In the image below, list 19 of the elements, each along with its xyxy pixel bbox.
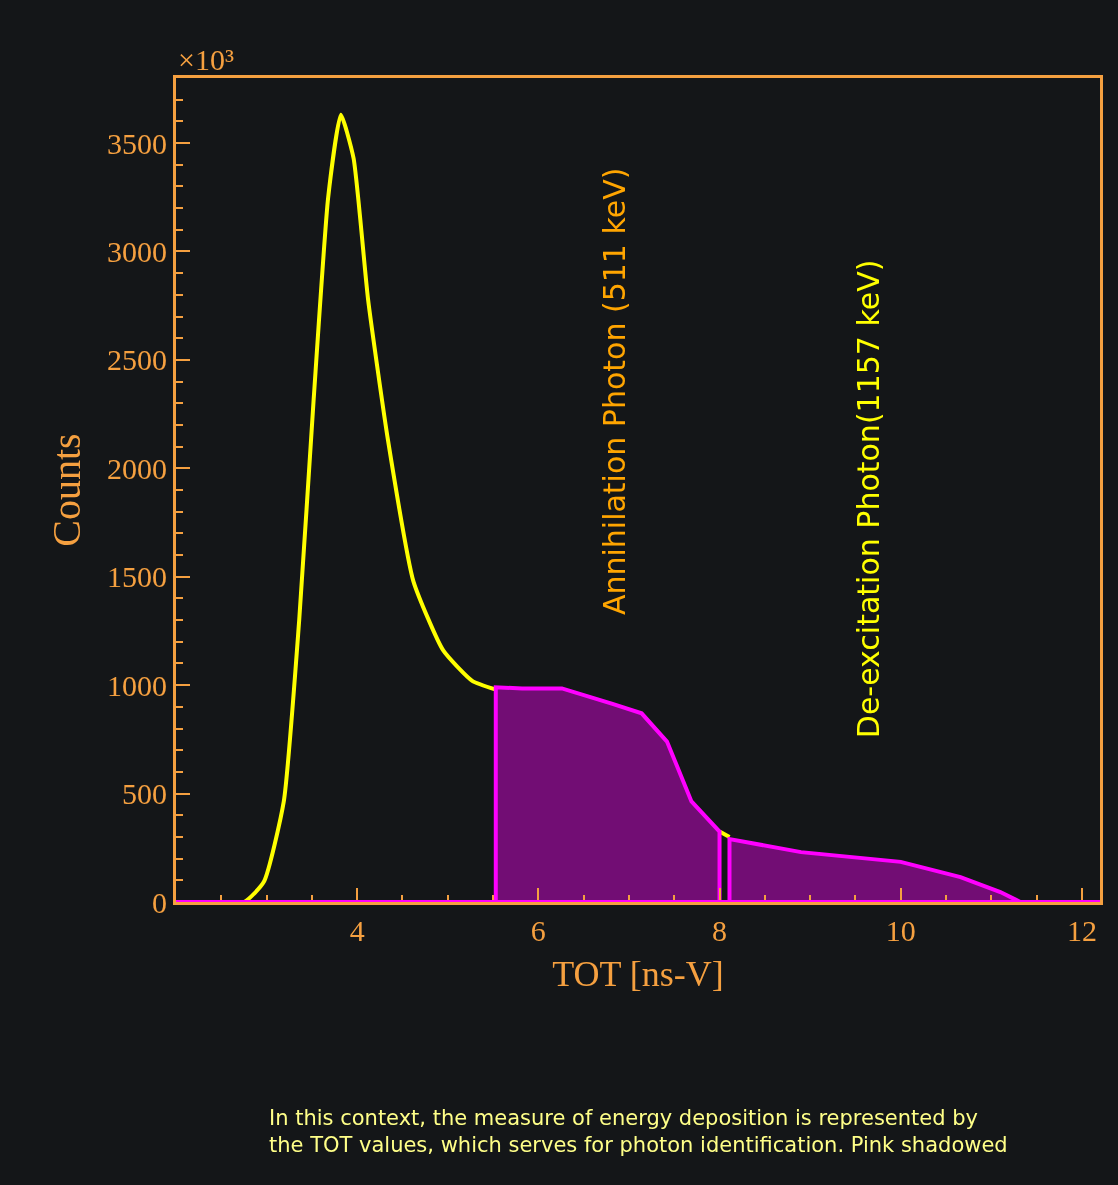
y-tick-label: 2000 <box>107 451 167 485</box>
x-tick-label: 8 <box>712 914 728 947</box>
y-tick-label: 1000 <box>107 668 167 702</box>
x-tick-label: 4 <box>349 914 365 947</box>
y-tick-label: 500 <box>122 777 167 811</box>
y-tick-label: 0 <box>152 885 167 919</box>
y-axis-title: Counts <box>43 433 89 547</box>
y-tick-label: 3000 <box>107 234 167 268</box>
text: ×10³ <box>178 43 234 76</box>
text: In this context, the measure of energy deposition is represented by the TOT values, which serves for photon identification. Pink shadowed <box>269 1106 1008 1158</box>
x-tick-label: 12 <box>1066 914 1097 947</box>
y-tick-label: 1500 <box>107 560 167 594</box>
annotation: Annihilation Photon (511 keV) <box>596 167 632 616</box>
x-tick-label: 10 <box>885 914 916 947</box>
x-tick-label: 6 <box>530 914 546 947</box>
annotation: De-excitation Photon(1157 keV) <box>850 259 886 739</box>
y-tick-label: 3500 <box>107 126 167 160</box>
x-axis-title: TOT [ns-V] <box>552 953 724 994</box>
y-tick-label: 2500 <box>107 343 167 377</box>
